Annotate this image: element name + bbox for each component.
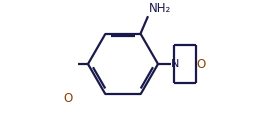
Text: O: O	[197, 57, 206, 71]
Text: NH₂: NH₂	[149, 2, 171, 15]
Text: N: N	[171, 59, 179, 69]
Text: O: O	[63, 92, 73, 105]
